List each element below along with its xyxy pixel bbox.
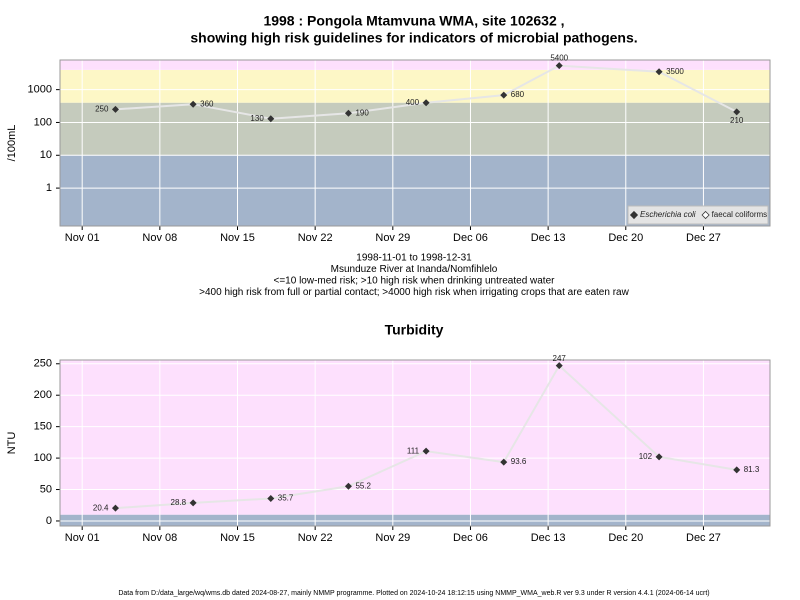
x-tick-label: Nov 22: [298, 532, 333, 544]
data-point: [189, 100, 197, 108]
data-label: 400: [406, 98, 420, 107]
data-point: [655, 453, 663, 461]
x-tick-label: Nov 15: [220, 532, 255, 544]
risk-band: [60, 102, 770, 156]
x-tick-label: Nov 01: [65, 232, 100, 244]
legend-label: faecal coliforms: [712, 210, 768, 219]
y-tick-label: 50: [40, 483, 52, 495]
chart-title: Turbidity: [385, 322, 444, 338]
data-point: [733, 466, 741, 474]
x-tick-label: Nov 08: [142, 532, 177, 544]
subtitle: 1998-11-01 to 1998-12-31: [356, 253, 472, 264]
data-point: [422, 447, 430, 455]
data-label: 55.2: [355, 481, 371, 490]
data-point: [189, 499, 197, 507]
data-point: [422, 99, 430, 107]
y-tick-label: 250: [34, 358, 52, 370]
chart-title: 1998 : Pongola Mtamvuna WMA, site 102632…: [263, 13, 564, 29]
x-tick-label: Dec 06: [453, 532, 488, 544]
data-point: [500, 458, 508, 466]
x-tick-label: Nov 22: [298, 232, 333, 244]
data-label: 190: [355, 108, 369, 117]
x-tick-label: Dec 20: [608, 232, 643, 244]
y-tick-label: 100: [34, 116, 52, 128]
data-label: 28.8: [171, 498, 187, 507]
data-point: [500, 91, 508, 99]
data-point: [733, 108, 741, 116]
data-label: 250: [95, 105, 109, 114]
data-point: [344, 482, 352, 490]
data-point: [267, 495, 275, 503]
plot-frame: [59, 359, 771, 527]
x-tick-label: Nov 08: [142, 232, 177, 244]
data-point: [555, 62, 563, 70]
x-tick-label: Dec 20: [608, 532, 643, 544]
x-tick-label: Dec 06: [453, 232, 488, 244]
legend-label: Escherichia coli: [640, 210, 696, 219]
plot-frame: [59, 59, 771, 227]
legend-box: [627, 205, 769, 225]
x-tick-label: Nov 29: [375, 532, 410, 544]
data-label: 3500: [666, 67, 684, 76]
data-point: [555, 362, 563, 370]
risk-band: [60, 360, 770, 515]
x-tick-label: Dec 13: [531, 532, 566, 544]
data-label: 210: [730, 116, 744, 125]
risk-band: [60, 69, 770, 103]
legend-marker: [629, 210, 639, 220]
data-point: [111, 105, 119, 113]
subtitle: Msunduze River at Inanda/Nomfihlelo: [331, 264, 498, 275]
data-label: 247: [553, 354, 567, 363]
data-label: 93.6: [511, 457, 527, 466]
data-label: 81.3: [744, 465, 760, 474]
x-tick-label: Nov 29: [375, 232, 410, 244]
risk-band: [60, 514, 770, 526]
y-tick-label: 10: [40, 149, 52, 161]
data-label: 20.4: [93, 503, 109, 512]
x-tick-label: Nov 01: [65, 532, 100, 544]
data-label: 130: [250, 114, 264, 123]
x-tick-label: Dec 27: [686, 532, 721, 544]
y-tick-label: 0: [46, 515, 52, 527]
risk-band: [60, 60, 770, 70]
y-tick-label: 200: [34, 389, 52, 401]
data-point: [344, 109, 352, 117]
data-label: 35.7: [278, 494, 294, 503]
y-axis-label: NTU: [6, 432, 18, 455]
x-tick-label: Dec 13: [531, 232, 566, 244]
y-tick-label: 1: [46, 182, 52, 194]
footer: Data from D:/data_large/wq/wms.db dated …: [118, 590, 709, 597]
y-tick-label: 1000: [28, 84, 52, 96]
data-label: 360: [200, 99, 214, 108]
y-tick-label: 150: [34, 421, 52, 433]
legend-marker: [701, 210, 710, 220]
data-point: [267, 115, 275, 123]
data-label: 680: [511, 90, 525, 99]
subtitle: <=10 low-med risk; >10 high risk when dr…: [274, 276, 556, 287]
data-label: 102: [639, 452, 653, 461]
chart-title: showing high risk guidelines for indicat…: [190, 30, 637, 46]
data-point: [655, 68, 663, 76]
x-tick-label: Nov 15: [220, 232, 255, 244]
data-label: 111: [407, 446, 420, 455]
y-axis-label: /100mL: [6, 125, 18, 162]
x-tick-label: Dec 27: [686, 232, 721, 244]
data-label: 5400: [550, 54, 568, 63]
subtitle: >400 high risk from full or partial cont…: [199, 287, 629, 298]
data-point: [111, 504, 119, 512]
y-tick-label: 100: [34, 452, 52, 464]
